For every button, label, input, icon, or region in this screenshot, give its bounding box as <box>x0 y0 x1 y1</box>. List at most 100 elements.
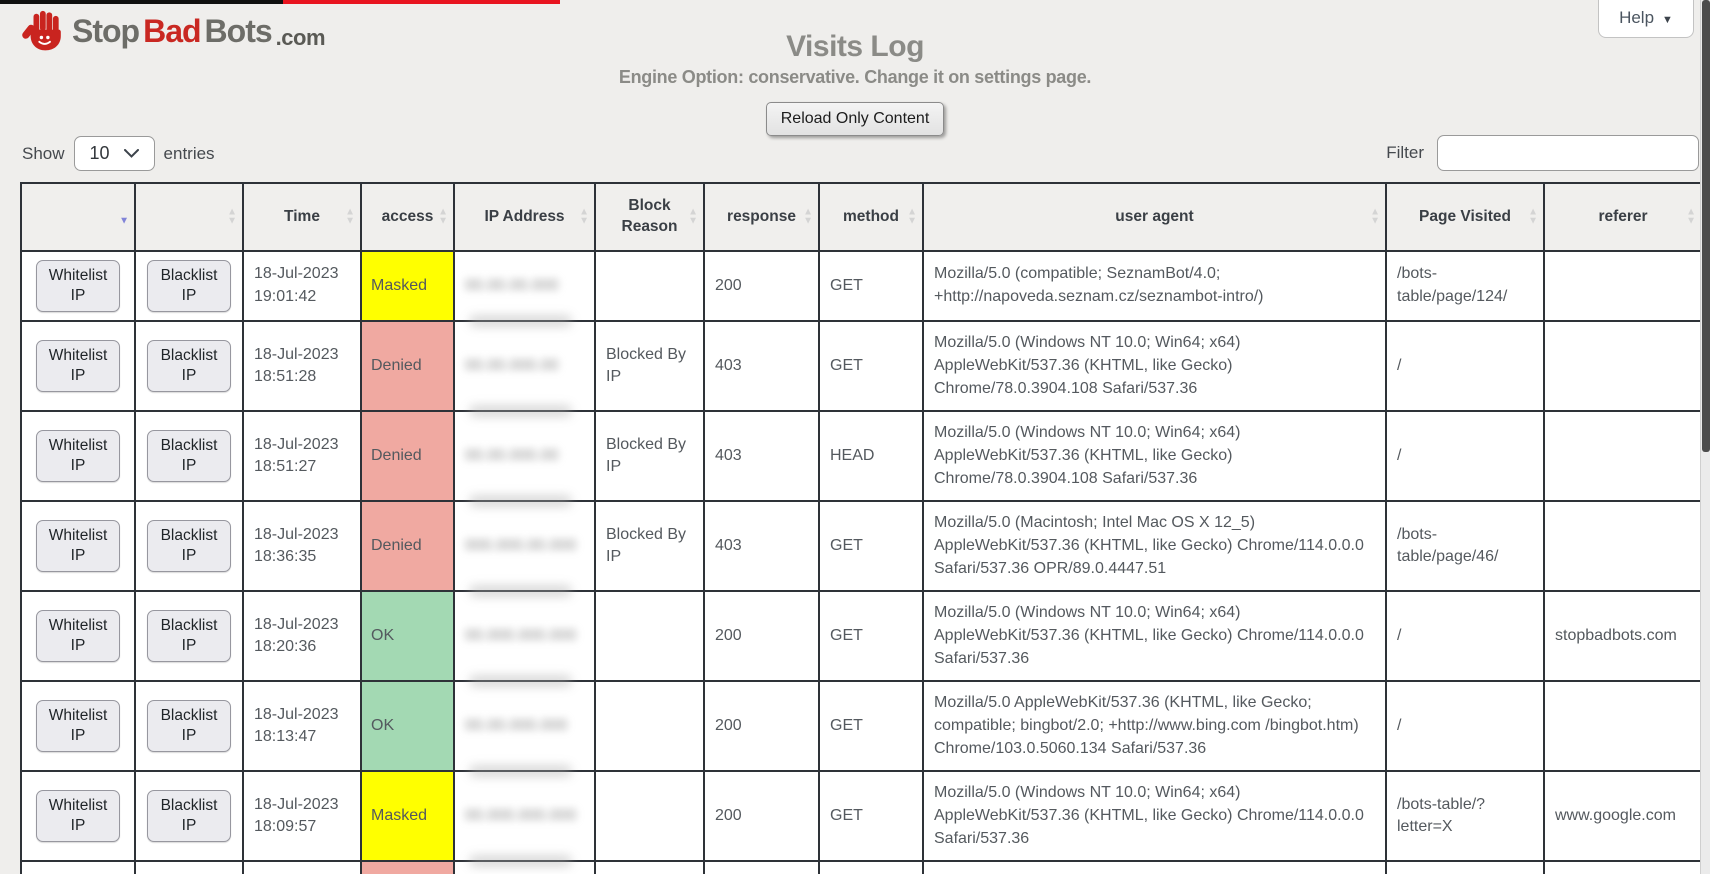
visits-log-table: ▲ ▼ ▲ ▼ Time ▲ ▼ access ▲ ▼ IP Address ▲… <box>20 182 1703 874</box>
user-agent-cell: Mozilla/5.0 (Windows NT 10.0; Win64; x64… <box>922 770 1387 863</box>
referer-cell <box>1543 320 1703 413</box>
whitelist-ip-button[interactable]: Whitelist IP <box>36 430 120 483</box>
column-header[interactable]: access ▲ ▼ <box>360 182 455 252</box>
ip-address-cell: 000.000.00.000 <box>453 500 596 598</box>
brand-word-stop: Stop <box>72 12 140 49</box>
response-cell: 200 <box>703 249 820 323</box>
block-reason-cell: Blocked By IP <box>594 410 705 503</box>
whitelist-ip-button[interactable]: Whitelist IP <box>36 790 120 843</box>
table-header-row: ▲ ▼ ▲ ▼ Time ▲ ▼ access ▲ ▼ IP Address ▲… <box>20 182 1703 252</box>
user-agent-cell: Mozilla/5.0 (compatible; SeznamBot/4.0; … <box>922 249 1387 323</box>
page-visited-cell: /bots-table/page/124/ <box>1385 249 1545 323</box>
ip-address-cell: 00.00.000.000 <box>453 680 596 778</box>
page-title: Visits Log <box>786 30 924 63</box>
column-header-label: method <box>843 207 899 225</box>
user-agent-cell: Mozilla/5.0 AppleWebKit/537.36 (KHTML, l… <box>922 680 1387 773</box>
ip-address-redacted: 00.00.000.00 <box>465 356 559 374</box>
blacklist-ip-button[interactable]: Blacklist IP <box>147 790 231 843</box>
referer-cell <box>1543 249 1703 323</box>
column-header-label: user agent <box>1115 207 1194 225</box>
response-cell: 200 <box>703 770 820 863</box>
page-visited-cell: / <box>1385 410 1545 503</box>
ip-address-cell: 00.000.000.000 <box>453 770 596 868</box>
access-cell: Masked <box>360 249 455 323</box>
sort-arrows-icon: ▲ ▼ <box>438 206 448 226</box>
access-cell: OK <box>360 680 455 773</box>
column-header[interactable]: Time ▲ ▼ <box>242 182 362 252</box>
method-cell: GET <box>818 680 924 773</box>
whitelist-ip-button[interactable]: Whitelist IP <box>36 700 120 753</box>
block-reason-cell <box>594 590 705 683</box>
blacklist-ip-button[interactable]: Blacklist IP <box>147 700 231 753</box>
brand-word-bad: Bad <box>143 12 201 49</box>
visit-row: Whitelist IP Blacklist IP 18-Jul-2023 18… <box>20 320 1703 418</box>
time-cell: 18-Jul-2023 18:13:47 <box>242 680 362 773</box>
referer-cell <box>1543 500 1703 593</box>
blacklist-ip-button[interactable]: Blacklist IP <box>147 610 231 663</box>
column-header-label: access <box>381 207 434 225</box>
column-header-label: Page Visited <box>1419 207 1511 225</box>
caret-down-icon: ▼ <box>1662 14 1673 26</box>
brand-word-bots: Bots <box>204 12 273 49</box>
time-cell: 18-Jul-2023 18:51:27 <box>242 410 362 503</box>
column-header[interactable]: response ▲ ▼ <box>703 182 820 252</box>
page-header: Visits Log Engine Option: conservative. … <box>0 30 1710 136</box>
access-cell: Masked <box>360 770 455 863</box>
access-cell: Denied <box>360 500 455 593</box>
access-cell: Denied <box>360 320 455 413</box>
time-cell <box>242 860 362 874</box>
chevron-down-icon <box>123 149 139 158</box>
access-cell <box>360 860 455 874</box>
method-cell: GET <box>818 320 924 413</box>
whitelist-ip-button[interactable]: Whitelist IP <box>36 610 120 663</box>
filter-control: Filter <box>1386 135 1699 171</box>
visit-row: Whitelist IP Blacklist IP 18-Jul-2023 18… <box>20 770 1703 868</box>
scrollbar-thumb[interactable] <box>1702 0 1710 452</box>
column-header[interactable]: user agent ▲ ▼ <box>922 182 1387 252</box>
blacklist-ip-button[interactable]: Blacklist IP <box>147 260 231 313</box>
time-cell: 18-Jul-2023 18:51:28 <box>242 320 362 413</box>
column-header[interactable]: ▲ ▼ <box>20 182 136 252</box>
ip-address-cell <box>453 860 596 874</box>
whitelist-ip-button[interactable]: Whitelist IP <box>36 260 120 313</box>
column-header[interactable]: IP Address ▲ ▼ <box>453 182 596 252</box>
column-header[interactable]: ▲ ▼ <box>134 182 244 252</box>
whitelist-ip-button[interactable]: Whitelist IP <box>36 340 120 393</box>
sort-arrows-icon: ▲ ▼ <box>688 206 698 226</box>
block-reason-cell <box>594 249 705 323</box>
vertical-scrollbar[interactable] <box>1700 0 1710 874</box>
sort-arrows-icon: ▲ ▼ <box>345 206 355 226</box>
time-cell: 18-Jul-2023 19:01:42 <box>242 249 362 323</box>
ip-address-redacted: 00.00.000.00 <box>465 446 559 464</box>
ip-address-redacted: 00.00.000.000 <box>465 716 568 734</box>
help-dropdown-button[interactable]: Help ▼ <box>1598 0 1694 38</box>
blacklist-ip-button[interactable]: Blacklist IP <box>147 430 231 483</box>
ip-address-cell: 00.000.000.000 <box>453 590 596 688</box>
column-header[interactable]: Block Reason ▲ ▼ <box>594 182 705 252</box>
page-visited-cell: /bots-table/page/46/ <box>1385 500 1545 593</box>
reload-only-content-button[interactable]: Reload Only Content <box>765 102 945 136</box>
response-cell: 403 <box>703 410 820 503</box>
column-header[interactable]: method ▲ ▼ <box>818 182 924 252</box>
response-cell: 200 <box>703 680 820 773</box>
blacklist-ip-button[interactable]: Blacklist IP <box>147 340 231 393</box>
method-cell: GET <box>818 590 924 683</box>
ip-address-cell: 00.00.00.000 <box>453 249 596 328</box>
page-visited-cell: / <box>1385 320 1545 413</box>
visit-row: Whitelist IP Blacklist IP <box>20 860 1703 874</box>
referer-cell: stopbadbots.com <box>1543 590 1703 683</box>
column-header[interactable]: referer ▲ ▼ <box>1543 182 1703 252</box>
column-header[interactable]: Page Visited ▲ ▼ <box>1385 182 1545 252</box>
stopbadbots-logo: Stop Bad Bots .com <box>22 8 326 54</box>
blacklist-ip-button[interactable]: Blacklist IP <box>147 520 231 573</box>
filter-label: Filter <box>1386 143 1424 162</box>
user-agent-cell: Mozilla/5.0 (Windows NT 10.0; Win64; x64… <box>922 590 1387 683</box>
whitelist-ip-button[interactable]: Whitelist IP <box>36 520 120 573</box>
sort-arrows-icon: ▲ ▼ <box>1370 206 1380 226</box>
method-cell <box>818 860 924 874</box>
progress-segment-loaded <box>0 0 283 4</box>
user-agent-cell <box>922 860 1387 874</box>
top-progress-bar <box>0 0 560 4</box>
page-size-select[interactable]: 10 <box>73 136 155 171</box>
filter-input[interactable] <box>1437 135 1699 171</box>
